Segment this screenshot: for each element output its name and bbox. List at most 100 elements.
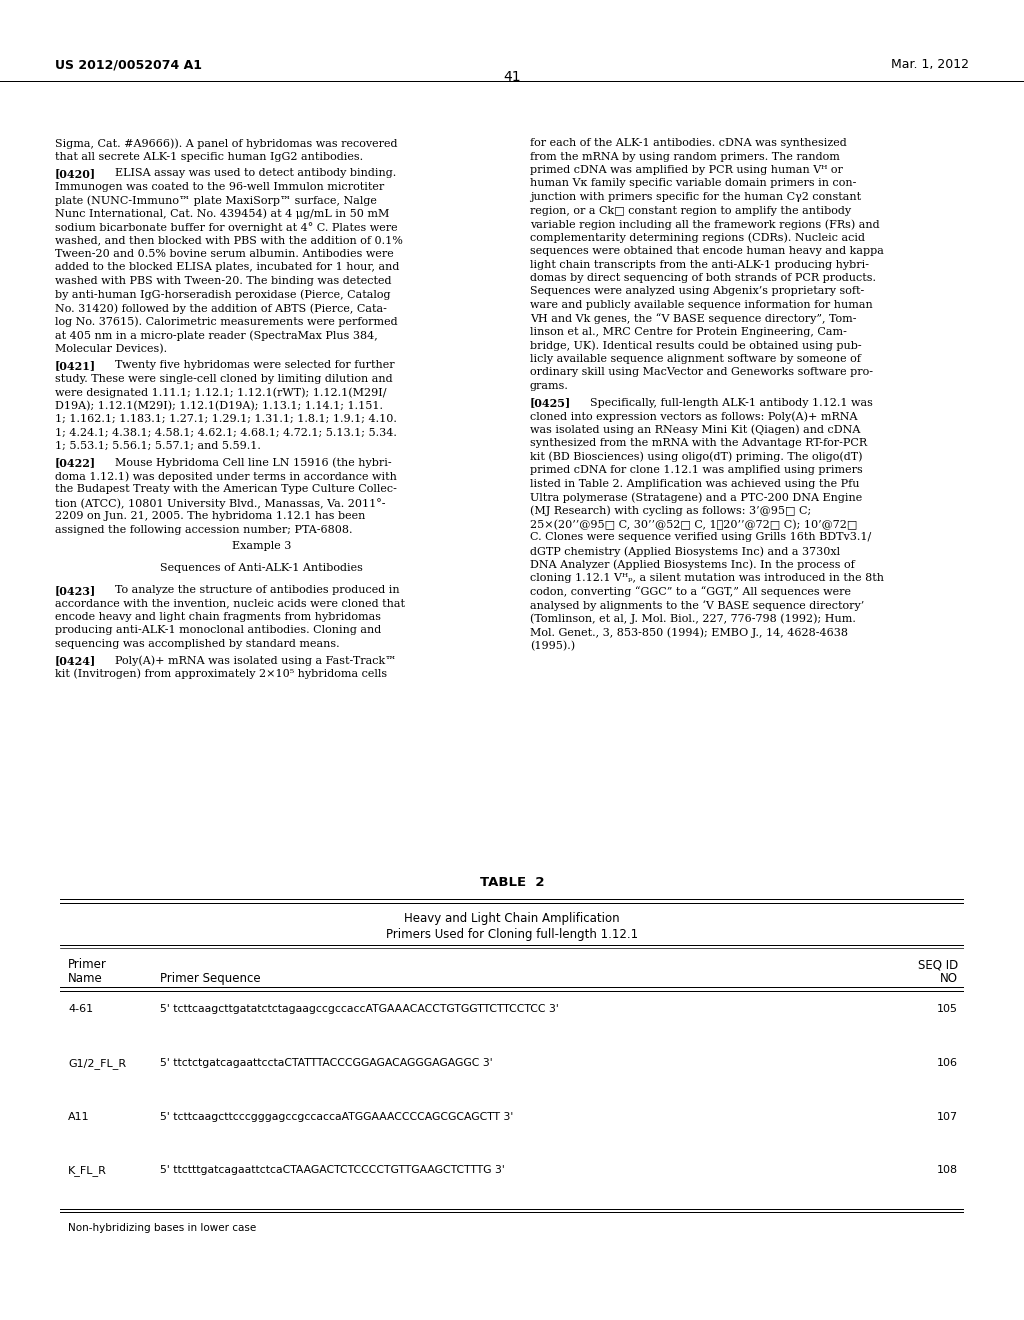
Text: sequences were obtained that encode human heavy and kappa: sequences were obtained that encode huma… bbox=[530, 246, 884, 256]
Text: assigned the following accession number; PTA-6808.: assigned the following accession number;… bbox=[55, 525, 352, 535]
Text: encode heavy and light chain fragments from hybridomas: encode heavy and light chain fragments f… bbox=[55, 611, 381, 622]
Text: doma 1.12.1) was deposited under terms in accordance with: doma 1.12.1) was deposited under terms i… bbox=[55, 471, 397, 482]
Text: 1; 5.53.1; 5.56.1; 5.57.1; and 5.59.1.: 1; 5.53.1; 5.56.1; 5.57.1; and 5.59.1. bbox=[55, 441, 261, 451]
Text: Primer: Primer bbox=[68, 958, 106, 972]
Text: (MJ Research) with cycling as follows: 3’@95□ C;: (MJ Research) with cycling as follows: 3… bbox=[530, 506, 811, 516]
Text: region, or a Ck□ constant region to amplify the antibody: region, or a Ck□ constant region to ampl… bbox=[530, 206, 851, 215]
Text: log No. 37615). Calorimetric measurements were performed: log No. 37615). Calorimetric measurement… bbox=[55, 317, 397, 327]
Text: by anti-human IgG-horseradish peroxidase (Pierce, Catalog: by anti-human IgG-horseradish peroxidase… bbox=[55, 289, 390, 300]
Text: dGTP chemistry (Applied Biosystems Inc) and a 3730xl: dGTP chemistry (Applied Biosystems Inc) … bbox=[530, 546, 840, 557]
Text: VH and Vk genes, the “V BASE sequence directory”, Tom-: VH and Vk genes, the “V BASE sequence di… bbox=[530, 314, 856, 325]
Text: [0423]: [0423] bbox=[55, 585, 96, 595]
Text: tion (ATCC), 10801 University Blvd., Manassas, Va. 2011°-: tion (ATCC), 10801 University Blvd., Man… bbox=[55, 498, 385, 510]
Text: linson et al., MRC Centre for Protein Engineering, Cam-: linson et al., MRC Centre for Protein En… bbox=[530, 327, 847, 337]
Text: C. Clones were sequence verified using Grills 16th BDTv3.1/: C. Clones were sequence verified using G… bbox=[530, 532, 871, 543]
Text: 108: 108 bbox=[937, 1166, 958, 1175]
Text: 1; 1.162.1; 1.183.1; 1.27.1; 1.29.1; 1.31.1; 1.8.1; 1.9.1; 4.10.: 1; 1.162.1; 1.183.1; 1.27.1; 1.29.1; 1.3… bbox=[55, 414, 397, 424]
Text: ELISA assay was used to detect antibody binding.: ELISA assay was used to detect antibody … bbox=[101, 168, 396, 178]
Text: (Tomlinson, et al, J. Mol. Biol., 227, 776-798 (1992); Hum.: (Tomlinson, et al, J. Mol. Biol., 227, 7… bbox=[530, 614, 856, 624]
Text: Heavy and Light Chain Amplification: Heavy and Light Chain Amplification bbox=[404, 912, 620, 925]
Text: 106: 106 bbox=[937, 1059, 958, 1068]
Text: was isolated using an RNeasy Mini Kit (Qiagen) and cDNA: was isolated using an RNeasy Mini Kit (Q… bbox=[530, 425, 860, 436]
Text: bridge, UK). Identical results could be obtained using pub-: bridge, UK). Identical results could be … bbox=[530, 341, 861, 351]
Text: human Vκ family specific variable domain primers in con-: human Vκ family specific variable domain… bbox=[530, 178, 856, 189]
Text: junction with primers specific for the human Cγ2 constant: junction with primers specific for the h… bbox=[530, 191, 861, 202]
Text: codon, converting “GGC” to a “GGT,” All sequences were: codon, converting “GGC” to a “GGT,” All … bbox=[530, 586, 851, 597]
Text: ware and publicly available sequence information for human: ware and publicly available sequence inf… bbox=[530, 300, 872, 310]
Text: 5' ttctttgatcagaattctcaCTAAGACTCTCCCCTGTTGAAGCTCTTTG 3': 5' ttctttgatcagaattctcaCTAAGACTCTCCCCTGT… bbox=[160, 1166, 505, 1175]
Text: for each of the ALK-1 antibodies. cDNA was synthesized: for each of the ALK-1 antibodies. cDNA w… bbox=[530, 139, 847, 148]
Text: Sigma, Cat. #A9666)). A panel of hybridomas was recovered: Sigma, Cat. #A9666)). A panel of hybrido… bbox=[55, 139, 397, 149]
Text: light chain transcripts from the anti-ALK-1 producing hybri-: light chain transcripts from the anti-AL… bbox=[530, 260, 869, 269]
Text: kit (BD Biosciences) using oligo(dT) priming. The oligo(dT): kit (BD Biosciences) using oligo(dT) pri… bbox=[530, 451, 862, 462]
Text: 5' tcttcaagcttcccgggagccgccaccaATGGAAACCCCAGCGCAGCTT 3': 5' tcttcaagcttcccgggagccgccaccaATGGAAACC… bbox=[160, 1111, 513, 1122]
Text: the Budapest Treaty with the American Type Culture Collec-: the Budapest Treaty with the American Ty… bbox=[55, 484, 397, 495]
Text: 4-61: 4-61 bbox=[68, 1005, 93, 1014]
Text: variable region including all the framework regions (FRs) and: variable region including all the framew… bbox=[530, 219, 880, 230]
Text: Tween-20 and 0.5% bovine serum albumin. Antibodies were: Tween-20 and 0.5% bovine serum albumin. … bbox=[55, 249, 394, 259]
Text: washed with PBS with Tween-20. The binding was detected: washed with PBS with Tween-20. The bindi… bbox=[55, 276, 391, 286]
Text: complementarity determining regions (CDRs). Nucleic acid: complementarity determining regions (CDR… bbox=[530, 232, 865, 243]
Text: from the mRNA by using random primers. The random: from the mRNA by using random primers. T… bbox=[530, 152, 840, 161]
Text: Mar. 1, 2012: Mar. 1, 2012 bbox=[891, 58, 969, 71]
Text: 41: 41 bbox=[503, 70, 521, 84]
Text: (1995).): (1995).) bbox=[530, 640, 575, 651]
Text: Poly(A)+ mRNA was isolated using a Fast-Track™: Poly(A)+ mRNA was isolated using a Fast-… bbox=[101, 655, 396, 665]
Text: Immunogen was coated to the 96-well Immulon microtiter: Immunogen was coated to the 96-well Immu… bbox=[55, 181, 384, 191]
Text: grams.: grams. bbox=[530, 381, 569, 391]
Text: Sequences were analyzed using Abgenix’s proprietary soft-: Sequences were analyzed using Abgenix’s … bbox=[530, 286, 864, 297]
Text: [0420]: [0420] bbox=[55, 168, 96, 180]
Text: K_FL_R: K_FL_R bbox=[68, 1166, 106, 1176]
Text: licly available sequence alignment software by someone of: licly available sequence alignment softw… bbox=[530, 354, 861, 364]
Text: Twenty five hybridomas were selected for further: Twenty five hybridomas were selected for… bbox=[101, 360, 394, 370]
Text: 107: 107 bbox=[937, 1111, 958, 1122]
Text: primed cDNA was amplified by PCR using human Vᴴ or: primed cDNA was amplified by PCR using h… bbox=[530, 165, 843, 176]
Text: US 2012/0052074 A1: US 2012/0052074 A1 bbox=[55, 58, 202, 71]
Text: Mouse Hybridoma Cell line LN 15916 (the hybri-: Mouse Hybridoma Cell line LN 15916 (the … bbox=[101, 458, 391, 469]
Text: To analyze the structure of antibodies produced in: To analyze the structure of antibodies p… bbox=[101, 585, 399, 595]
Text: sequencing was accomplished by standard means.: sequencing was accomplished by standard … bbox=[55, 639, 340, 648]
Text: SEQ ID: SEQ ID bbox=[918, 958, 958, 972]
Text: primed cDNA for clone 1.12.1 was amplified using primers: primed cDNA for clone 1.12.1 was amplifi… bbox=[530, 465, 863, 475]
Text: at 405 nm in a micro-plate reader (SpectraMax Plus 384,: at 405 nm in a micro-plate reader (Spect… bbox=[55, 330, 378, 341]
Text: synthesized from the mRNA with the Advantage RT-for-PCR: synthesized from the mRNA with the Advan… bbox=[530, 438, 867, 447]
Text: 1; 4.24.1; 4.38.1; 4.58.1; 4.62.1; 4.68.1; 4.72.1; 5.13.1; 5.34.: 1; 4.24.1; 4.38.1; 4.58.1; 4.62.1; 4.68.… bbox=[55, 428, 397, 437]
Text: accordance with the invention, nucleic acids were cloned that: accordance with the invention, nucleic a… bbox=[55, 598, 406, 609]
Text: sodium bicarbonate buffer for overnight at 4° C. Plates were: sodium bicarbonate buffer for overnight … bbox=[55, 222, 397, 232]
Text: added to the blocked ELISA plates, incubated for 1 hour, and: added to the blocked ELISA plates, incub… bbox=[55, 263, 399, 272]
Text: [0424]: [0424] bbox=[55, 655, 96, 667]
Text: [0425]: [0425] bbox=[530, 397, 571, 408]
Text: cloned into expression vectors as follows: Poly(A)+ mRNA: cloned into expression vectors as follow… bbox=[530, 411, 857, 421]
Text: G1/2_FL_R: G1/2_FL_R bbox=[68, 1059, 126, 1069]
Text: Example 3: Example 3 bbox=[231, 541, 291, 552]
Text: Name: Name bbox=[68, 972, 102, 985]
Text: cloning 1.12.1 Vᴴₚ, a silent mutation was introduced in the 8th: cloning 1.12.1 Vᴴₚ, a silent mutation wa… bbox=[530, 573, 884, 583]
Text: No. 31420) followed by the addition of ABTS (Pierce, Cata-: No. 31420) followed by the addition of A… bbox=[55, 304, 387, 314]
Text: Non-hybridizing bases in lower case: Non-hybridizing bases in lower case bbox=[68, 1224, 256, 1233]
Text: were designated 1.11.1; 1.12.1; 1.12.1(rWT); 1.12.1(M29I/: were designated 1.11.1; 1.12.1; 1.12.1(r… bbox=[55, 387, 386, 397]
Text: 5' ttctctgatcagaattcctaCTATTTACCCGGAGACAGGGAGAGGC 3': 5' ttctctgatcagaattcctaCTATTTACCCGGAGACA… bbox=[160, 1059, 493, 1068]
Text: A11: A11 bbox=[68, 1111, 90, 1122]
Text: 25×(20’’@95□ C, 30’’@52□ C, 1‧20’’@72□ C); 10’@72□: 25×(20’’@95□ C, 30’’@52□ C, 1‧20’’@72□ C… bbox=[530, 519, 857, 529]
Text: TABLE  2: TABLE 2 bbox=[480, 876, 544, 888]
Text: Nunc International, Cat. No. 439454) at 4 μg/mL in 50 mM: Nunc International, Cat. No. 439454) at … bbox=[55, 209, 389, 219]
Text: NO: NO bbox=[940, 972, 958, 985]
Text: that all secrete ALK-1 specific human IgG2 antibodies.: that all secrete ALK-1 specific human Ig… bbox=[55, 152, 364, 161]
Text: Molecular Devices).: Molecular Devices). bbox=[55, 343, 167, 354]
Text: [0421]: [0421] bbox=[55, 360, 96, 371]
Text: washed, and then blocked with PBS with the addition of 0.1%: washed, and then blocked with PBS with t… bbox=[55, 235, 402, 246]
Text: 105: 105 bbox=[937, 1005, 958, 1014]
Text: Primers Used for Cloning full-length 1.12.1: Primers Used for Cloning full-length 1.1… bbox=[386, 928, 638, 941]
Text: D19A); 1.12.1(M29I); 1.12.1(D19A); 1.13.1; 1.14.1; 1.151.: D19A); 1.12.1(M29I); 1.12.1(D19A); 1.13.… bbox=[55, 400, 383, 411]
Text: Specifically, full-length ALK-1 antibody 1.12.1 was: Specifically, full-length ALK-1 antibody… bbox=[575, 397, 872, 408]
Text: DNA Analyzer (Applied Biosystems Inc). In the process of: DNA Analyzer (Applied Biosystems Inc). I… bbox=[530, 560, 855, 570]
Text: 2209 on Jun. 21, 2005. The hybridoma 1.12.1 has been: 2209 on Jun. 21, 2005. The hybridoma 1.1… bbox=[55, 511, 366, 521]
Text: ordinary skill using MacVector and Geneworks software pro-: ordinary skill using MacVector and Genew… bbox=[530, 367, 873, 378]
Text: plate (NUNC-Immuno™ plate MaxiSorp™ surface, Nalge: plate (NUNC-Immuno™ plate MaxiSorp™ surf… bbox=[55, 195, 377, 206]
Text: Sequences of Anti-ALK-1 Antibodies: Sequences of Anti-ALK-1 Antibodies bbox=[160, 564, 362, 573]
Text: producing anti-ALK-1 monoclonal antibodies. Cloning and: producing anti-ALK-1 monoclonal antibodi… bbox=[55, 626, 381, 635]
Text: study. These were single-cell cloned by limiting dilution and: study. These were single-cell cloned by … bbox=[55, 374, 392, 384]
Text: domas by direct sequencing of both strands of PCR products.: domas by direct sequencing of both stran… bbox=[530, 273, 876, 282]
Text: kit (Invitrogen) from approximately 2×10⁵ hybridoma cells: kit (Invitrogen) from approximately 2×10… bbox=[55, 669, 387, 680]
Text: Mol. Genet., 3, 853-850 (1994); EMBO J., 14, 4628-4638: Mol. Genet., 3, 853-850 (1994); EMBO J.,… bbox=[530, 627, 848, 638]
